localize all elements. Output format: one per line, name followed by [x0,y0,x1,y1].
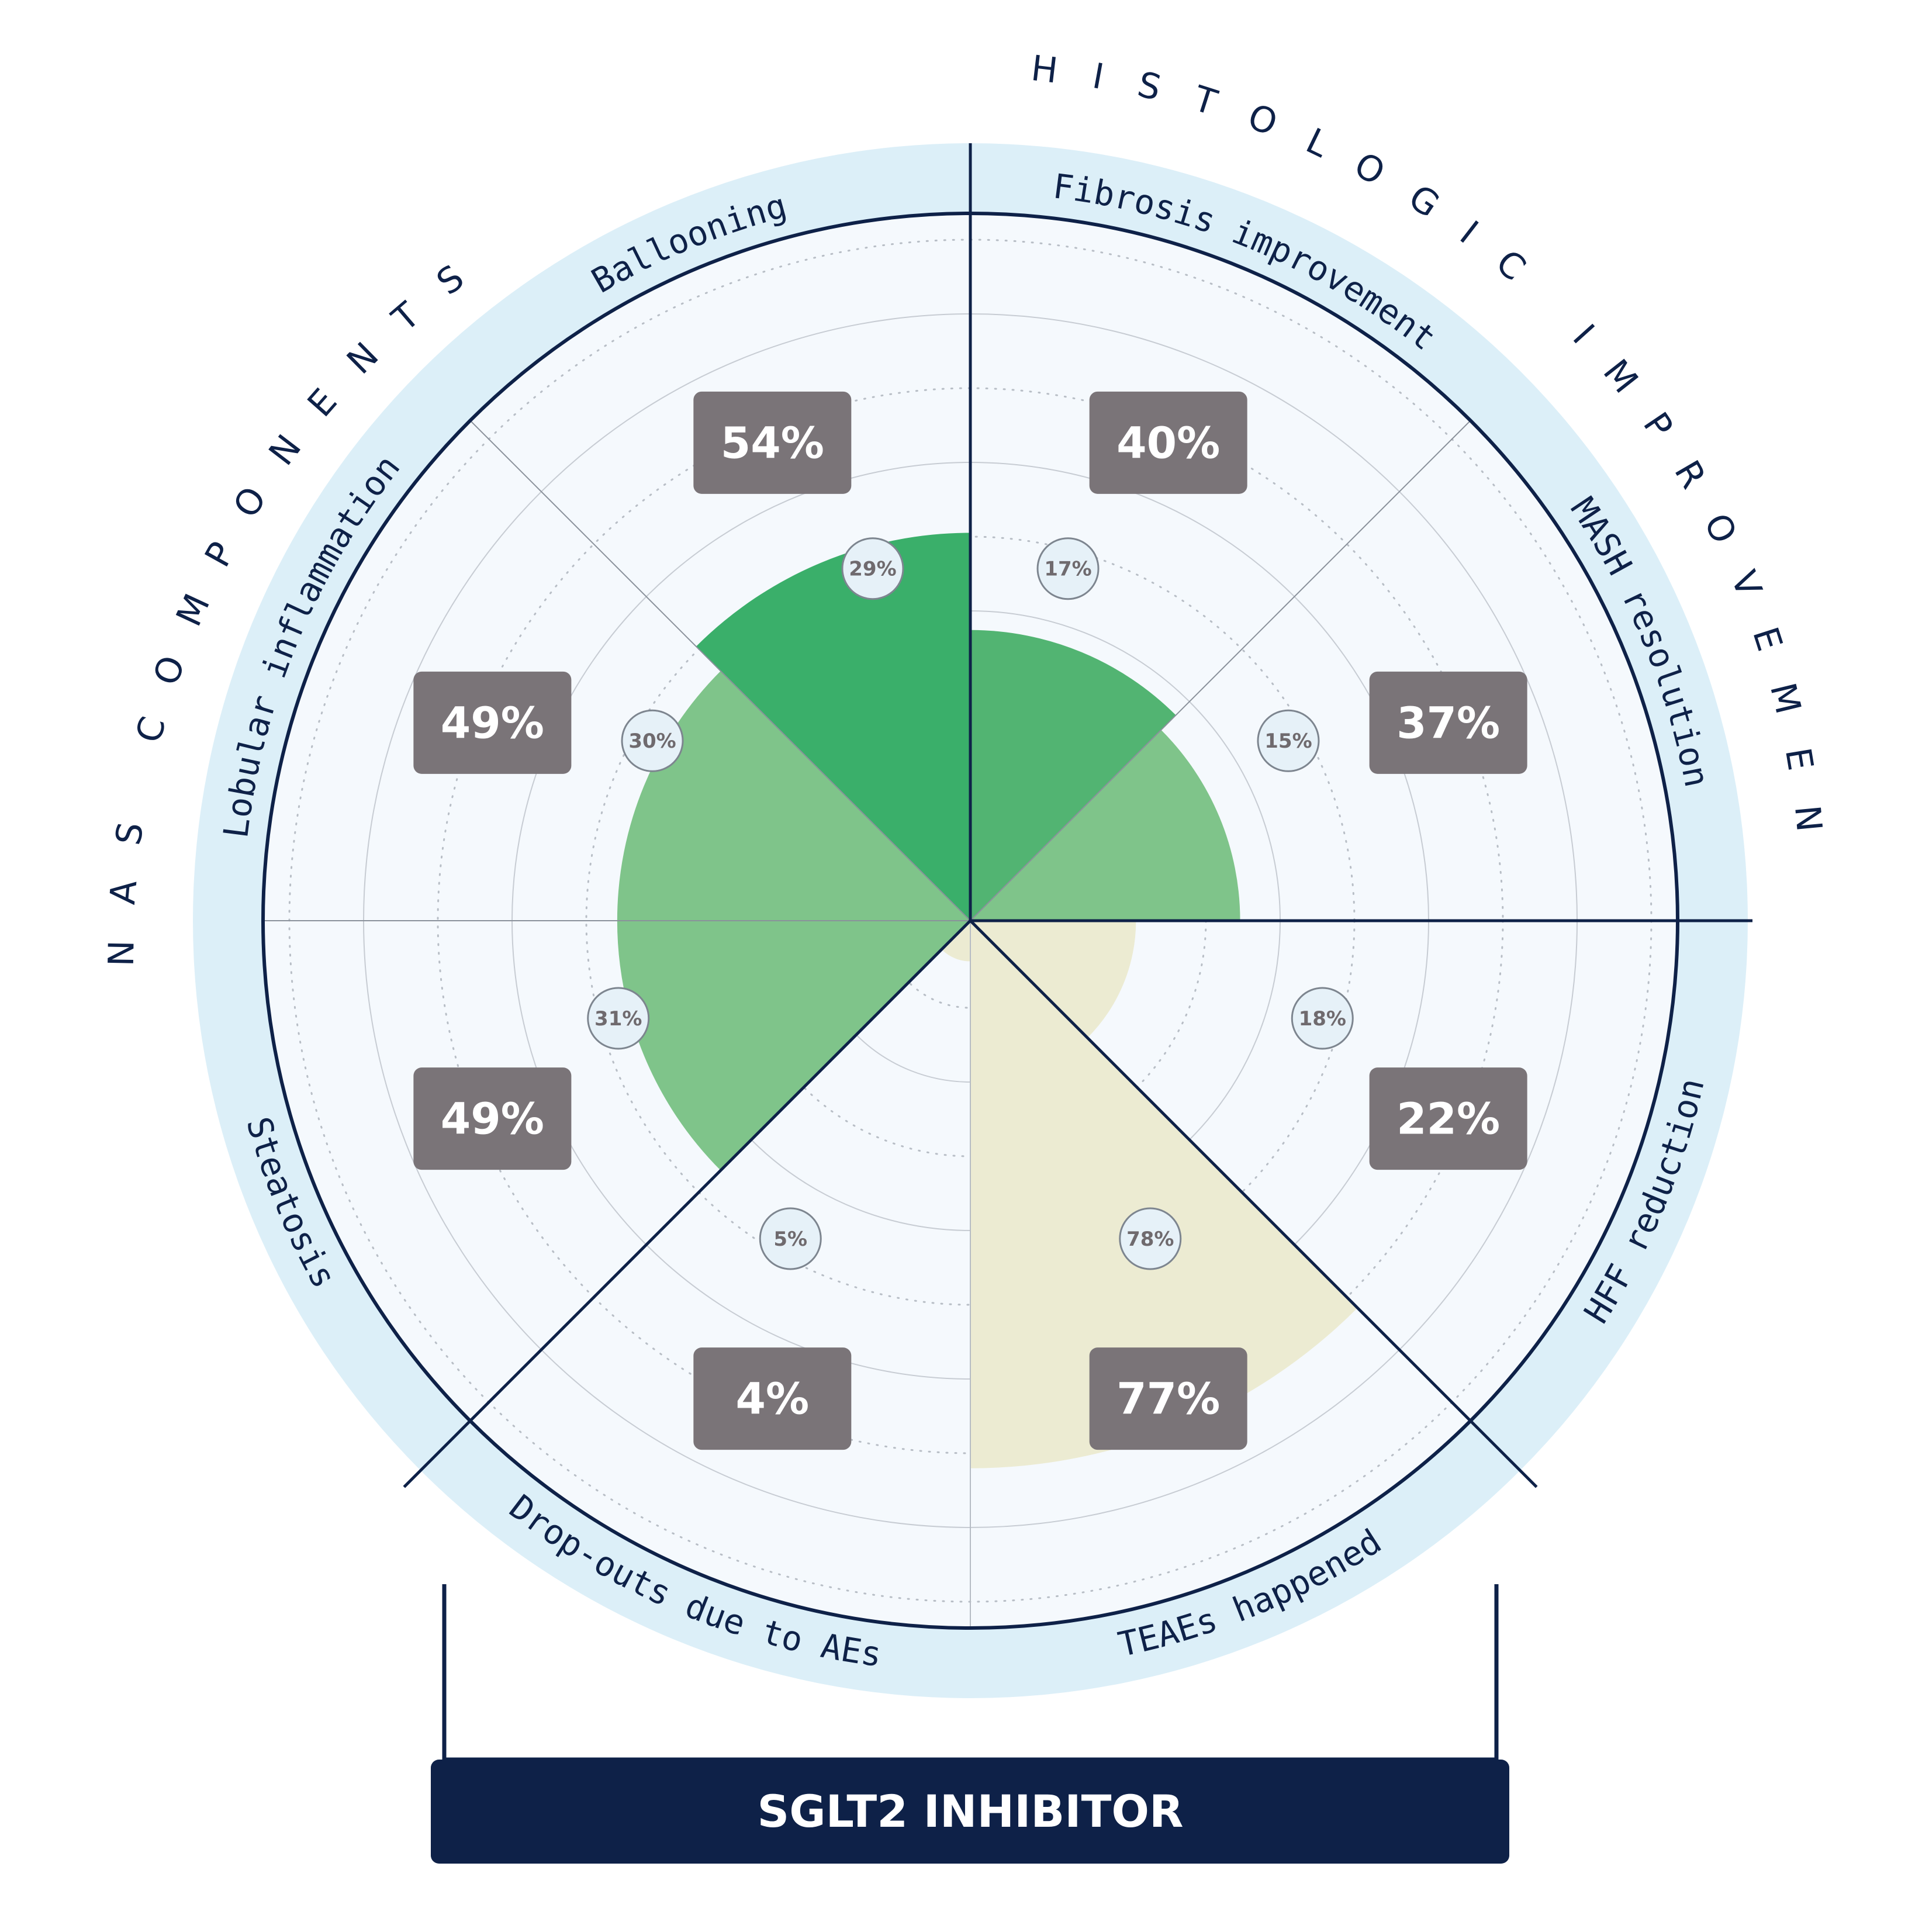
comparator-value: 15% [1264,730,1312,753]
sector-fill-ballooning [696,533,970,921]
value-box [1369,1067,1527,1170]
comparator-badge [1036,537,1100,600]
comparator-badge [1291,987,1354,1050]
sector-fill-lobular-inflammation [617,671,970,921]
value-label: 22% [1396,1094,1500,1145]
value-label: 4% [736,1374,810,1425]
sector-fill-fibrosis-improvement [970,630,1176,921]
value-label: 49% [441,698,544,748]
value-label: 40% [1116,418,1220,468]
comparator-value: 17% [1044,558,1091,581]
sector-fill-steatosis [617,921,970,1171]
value-label: 54% [721,418,824,468]
comparator-value: 29% [849,558,896,581]
comparator-value: 30% [628,730,676,753]
sector-divider [970,420,1471,921]
comparator-badge [759,1207,822,1270]
value-label: 49% [441,1094,544,1145]
value-box [693,391,852,494]
comparator-badge [1119,1207,1182,1270]
value-box [1089,391,1247,494]
sector-fill-hff-reduction [970,921,1136,1038]
comparator-value: 5% [773,1228,807,1251]
comparator-badge [841,537,904,600]
title-banner [431,1760,1509,1864]
comparator-badge [587,987,650,1050]
sector-fill-mash-resolution [970,730,1240,921]
group-boundary [969,920,1538,1488]
value-box [1089,1347,1247,1450]
comparator-badge [621,709,684,772]
value-label: 37% [1396,698,1500,748]
sector-divider [469,420,971,921]
sector-fill-teaes-happened [970,921,1358,1468]
chart-title: SGLT2 INHIBITOR [757,1785,1183,1837]
sector-fill-drop-outs-due-to-aes [941,921,970,962]
value-label: 77% [1116,1374,1220,1425]
comparator-value: 31% [594,1007,642,1031]
value-box [413,671,572,774]
value-box [693,1347,852,1450]
value-box [1369,671,1527,774]
comparator-value: 78% [1126,1228,1174,1251]
comparator-value: 18% [1299,1007,1346,1031]
value-box [413,1067,572,1170]
group-boundary [403,920,972,1488]
comparator-badge [1257,709,1320,772]
